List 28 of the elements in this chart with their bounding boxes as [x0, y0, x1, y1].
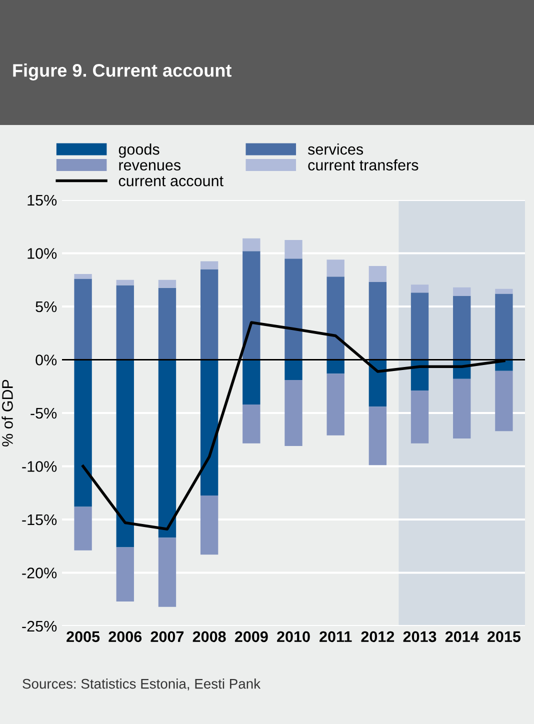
- source-note: Sources: Statistics Estonia, Eesti Pank: [22, 678, 261, 690]
- legend-label: current transfers: [308, 159, 418, 171]
- y-tick-label: -15%: [22, 514, 57, 526]
- x-tick-label: 2009: [234, 631, 268, 642]
- y-tick-label: -25%: [22, 620, 57, 632]
- y-tick-label: 5%: [36, 301, 57, 312]
- x-tick-label: 2014: [445, 631, 479, 642]
- legend-label: goods: [118, 144, 160, 158]
- legend-label: services: [308, 144, 364, 155]
- y-tick-label: -10%: [22, 461, 57, 472]
- chart-title: Figure 9. Current account: [13, 64, 232, 80]
- x-tick-label: 2010: [277, 631, 310, 642]
- x-tick-label: 2013: [403, 631, 436, 642]
- x-tick-label: 2011: [320, 631, 352, 642]
- y-tick-label: 0%: [36, 354, 57, 366]
- x-tick-label: 2005: [66, 631, 100, 642]
- legend-label: current account: [118, 176, 224, 186]
- x-tick-label: 2006: [108, 631, 142, 642]
- x-tick-label: 2015: [487, 631, 521, 642]
- legend-label: revenues: [119, 162, 181, 171]
- y-axis-title: % of GDP: [2, 380, 13, 446]
- x-tick-label: 2008: [192, 631, 226, 642]
- x-tick-label: 2007: [150, 631, 184, 642]
- y-tick-label: 15%: [28, 194, 57, 206]
- y-tick-label: -20%: [22, 568, 57, 578]
- y-tick-label: -5%: [30, 408, 57, 419]
- y-tick-label: 10%: [28, 248, 57, 259]
- x-tick-label: 2012: [361, 631, 394, 642]
